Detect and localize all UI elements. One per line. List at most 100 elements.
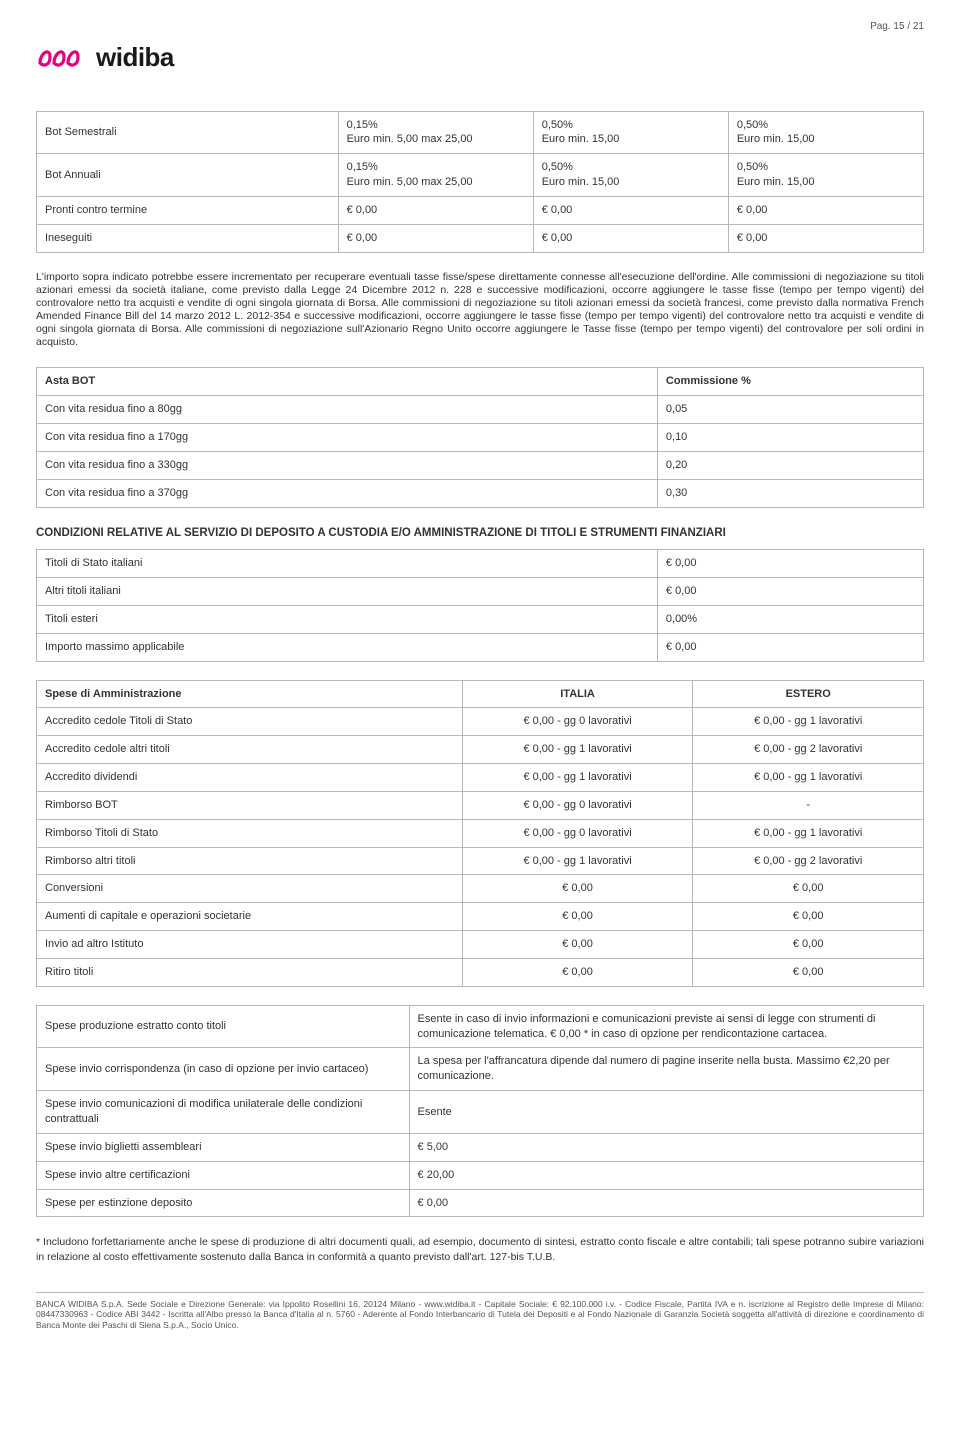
table-cell: € 0,00 (462, 903, 693, 931)
table-cell: € 0,00 - gg 1 lavorativi (693, 764, 924, 792)
table-cell: Con vita residua fino a 330gg (37, 451, 658, 479)
table-cell: € 0,00 - gg 0 lavorativi (462, 819, 693, 847)
footer-legal-text: BANCA WIDIBA S.p.A. Sede Sociale e Direz… (36, 1299, 924, 1331)
footnote-asterisk: * Includono forfettariamente anche le sp… (36, 1235, 924, 1263)
body-paragraph: L'importo sopra indicato potrebbe essere… (36, 271, 924, 350)
table-row: Con vita residua fino a 170gg0,10 (37, 424, 924, 452)
table-row: Altri titoli italiani€ 0,00 (37, 577, 924, 605)
table-row: Importo massimo applicabile€ 0,00 (37, 633, 924, 661)
asta-bot-table: Asta BOT Commissione % Con vita residua … (36, 367, 924, 507)
table-cell: Accredito dividendi (37, 764, 463, 792)
table-row: Rimborso Titoli di Stato€ 0,00 - gg 0 la… (37, 819, 924, 847)
page-number: Pag. 15 / 21 (36, 20, 924, 34)
table-row: Spese invio corrispondenza (in caso di o… (37, 1048, 924, 1091)
table-row: Con vita residua fino a 80gg0,05 (37, 396, 924, 424)
table-cell: € 0,00 (338, 196, 533, 224)
table-cell: € 0,00 - gg 0 lavorativi (462, 791, 693, 819)
table-row: Ineseguiti€ 0,00€ 0,00€ 0,00 (37, 224, 924, 252)
table-cell: Esente (409, 1091, 923, 1134)
table-cell: € 0,00 - gg 1 lavorativi (462, 847, 693, 875)
table-cell: € 0,00 (728, 196, 923, 224)
table-cell: Titoli esteri (37, 605, 658, 633)
table-cell: € 0,00 (462, 875, 693, 903)
table-row: Ritiro titoli€ 0,00€ 0,00 (37, 958, 924, 986)
table-row: Con vita residua fino a 330gg0,20 (37, 451, 924, 479)
table-row: Titoli di Stato italiani€ 0,00 (37, 550, 924, 578)
table-cell: € 0,00 - gg 1 lavorativi (462, 764, 693, 792)
admin-expenses-table: Spese di Amministrazione ITALIA ESTERO A… (36, 680, 924, 987)
table-row: Conversioni€ 0,00€ 0,00 (37, 875, 924, 903)
table-cell: 0,50%Euro min. 15,00 (533, 154, 728, 197)
table-cell: La spesa per l'affrancatura dipende dal … (409, 1048, 923, 1091)
table-cell: € 0,00 (657, 550, 923, 578)
table-cell: Con vita residua fino a 370gg (37, 479, 658, 507)
table-row: Bot Semestrali0,15%Euro min. 5,00 max 25… (37, 111, 924, 154)
footer-divider (36, 1292, 924, 1293)
table-cell: Rimborso altri titoli (37, 847, 463, 875)
admin-header-1: Spese di Amministrazione (37, 680, 463, 708)
table-cell: - (693, 791, 924, 819)
section-heading-custody: CONDIZIONI RELATIVE AL SERVIZIO DI DEPOS… (36, 526, 924, 542)
table-cell: € 0,00 (693, 903, 924, 931)
table-row: Accredito cedole altri titoli€ 0,00 - gg… (37, 736, 924, 764)
table-cell: Importo massimo applicabile (37, 633, 658, 661)
table-row: Spese invio biglietti assembleari€ 5,00 (37, 1133, 924, 1161)
table-cell: Bot Annuali (37, 154, 339, 197)
table-cell: € 0,00 - gg 1 lavorativi (693, 708, 924, 736)
table-cell: 0,15%Euro min. 5,00 max 25,00 (338, 154, 533, 197)
table-row: Pronti contro termine€ 0,00€ 0,00€ 0,00 (37, 196, 924, 224)
table-cell: 0,05 (657, 396, 923, 424)
table-cell: Rimborso BOT (37, 791, 463, 819)
table-cell: € 0,00 (693, 931, 924, 959)
admin-header-2: ITALIA (462, 680, 693, 708)
brand-logo: widiba (36, 40, 924, 75)
table-row: Accredito cedole Titoli di Stato€ 0,00 -… (37, 708, 924, 736)
table-cell: € 0,00 (693, 875, 924, 903)
table-cell: Accredito cedole altri titoli (37, 736, 463, 764)
logo-mark-icon (36, 43, 90, 71)
table-cell: 0,00% (657, 605, 923, 633)
table-row: Spese produzione estratto conto titoliEs… (37, 1005, 924, 1048)
table-row: Accredito dividendi€ 0,00 - gg 1 lavorat… (37, 764, 924, 792)
table-cell: Spese invio altre certificazioni (37, 1161, 410, 1189)
table-cell: € 0,00 - gg 1 lavorativi (693, 819, 924, 847)
table-cell: € 0,00 (533, 196, 728, 224)
table-cell: Bot Semestrali (37, 111, 339, 154)
table-cell: Spese invio corrispondenza (in caso di o… (37, 1048, 410, 1091)
table-cell: € 0,00 - gg 2 lavorativi (693, 847, 924, 875)
table-cell: Ritiro titoli (37, 958, 463, 986)
table-row: Spese invio comunicazioni di modifica un… (37, 1091, 924, 1134)
table-cell: Ineseguiti (37, 224, 339, 252)
table-row: Spese invio altre certificazioni€ 20,00 (37, 1161, 924, 1189)
table-cell: Accredito cedole Titoli di Stato (37, 708, 463, 736)
table-cell: Spese invio comunicazioni di modifica un… (37, 1091, 410, 1134)
table-cell: 0,50%Euro min. 15,00 (533, 111, 728, 154)
table-cell: € 0,00 - gg 2 lavorativi (693, 736, 924, 764)
table-cell: € 0,00 - gg 0 lavorativi (462, 708, 693, 736)
table-cell: 0,20 (657, 451, 923, 479)
table-cell: Conversioni (37, 875, 463, 903)
table-cell: € 0,00 (462, 958, 693, 986)
table-row: Titoli esteri0,00% (37, 605, 924, 633)
logo-text: widiba (96, 40, 174, 75)
admin-header-3: ESTERO (693, 680, 924, 708)
table-cell: € 0,00 (533, 224, 728, 252)
asta-bot-header-2: Commissione % (657, 368, 923, 396)
table-row: Con vita residua fino a 370gg0,30 (37, 479, 924, 507)
other-expenses-table: Spese produzione estratto conto titoliEs… (36, 1005, 924, 1218)
custody-conditions-table: Titoli di Stato italiani€ 0,00Altri tito… (36, 549, 924, 661)
table-cell: Esente in caso di invio informazioni e c… (409, 1005, 923, 1048)
table-cell: Aumenti di capitale e operazioni societa… (37, 903, 463, 931)
table-cell: € 20,00 (409, 1161, 923, 1189)
table-row: Rimborso altri titoli€ 0,00 - gg 1 lavor… (37, 847, 924, 875)
table-cell: Rimborso Titoli di Stato (37, 819, 463, 847)
table-row: Rimborso BOT€ 0,00 - gg 0 lavorativi- (37, 791, 924, 819)
table-cell: Spese produzione estratto conto titoli (37, 1005, 410, 1048)
table-cell: 0,30 (657, 479, 923, 507)
table-cell: € 0,00 - gg 1 lavorativi (462, 736, 693, 764)
table-cell: € 0,00 (338, 224, 533, 252)
table-cell: € 0,00 (409, 1189, 923, 1217)
table-row: Invio ad altro Istituto€ 0,00€ 0,00 (37, 931, 924, 959)
table-cell: 0,50%Euro min. 15,00 (728, 111, 923, 154)
table-cell: € 5,00 (409, 1133, 923, 1161)
